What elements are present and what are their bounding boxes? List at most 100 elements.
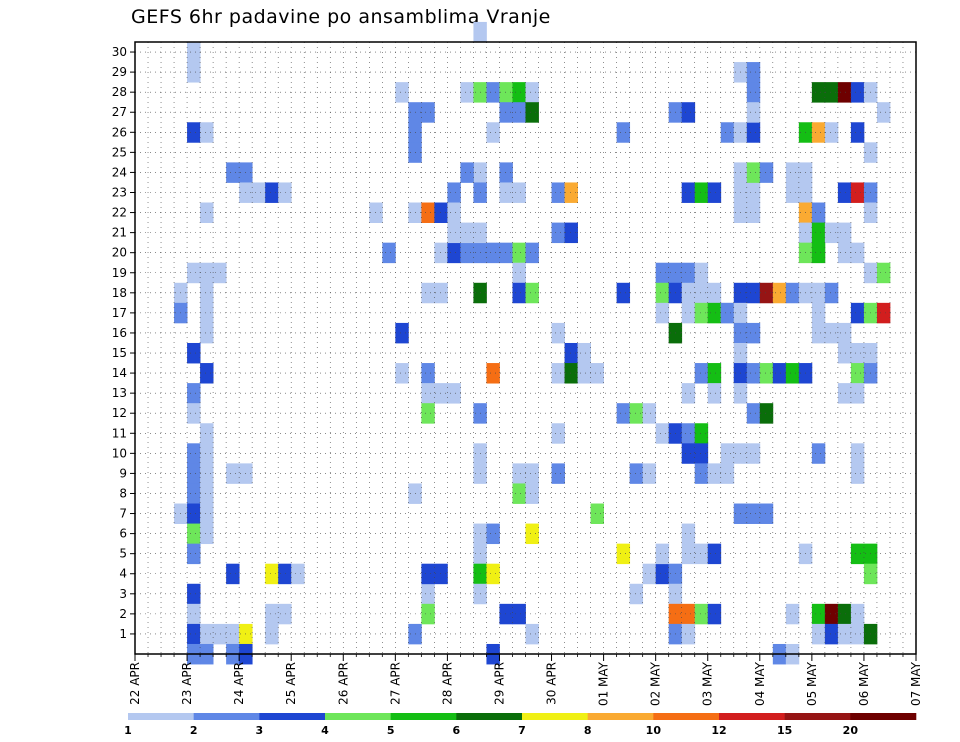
x-tick-label: 22 APR (128, 662, 142, 705)
heatmap-cell (811, 443, 826, 464)
heatmap-cell (187, 262, 201, 284)
heatmap-cell (785, 162, 800, 183)
heatmap-cell (291, 563, 305, 585)
heatmap-cell (759, 162, 774, 183)
heatmap-cell (447, 182, 461, 203)
legend-swatch (128, 713, 194, 720)
heatmap-cell (200, 363, 214, 384)
heatmap-cell (720, 463, 735, 484)
heatmap-cell (421, 202, 435, 223)
heatmap-cell (551, 363, 565, 384)
heatmap-cell (681, 623, 696, 645)
heatmap-cell (837, 623, 852, 645)
legend-swatch (456, 713, 523, 720)
heatmap-cell (499, 162, 513, 183)
heatmap-cell (551, 423, 565, 444)
heatmap-cell (486, 523, 500, 545)
heatmap-cell (265, 623, 279, 645)
heatmap-cell (512, 182, 526, 203)
heatmap-cell (759, 403, 774, 424)
heatmap-cell (850, 443, 865, 464)
heatmap-cell (525, 523, 539, 545)
heatmap-cell (200, 122, 214, 143)
heatmap-cell (551, 222, 565, 244)
x-tick-label: 27 APR (388, 662, 402, 705)
heatmap-cell (681, 603, 696, 625)
heatmap-cell (811, 222, 826, 244)
x-tick-label: 25 APR (284, 662, 298, 705)
heatmap-cell (850, 302, 865, 324)
heatmap-cell (187, 403, 201, 424)
heatmap-cell (187, 443, 201, 464)
heatmap-cell (707, 543, 722, 565)
heatmap-cell (681, 423, 696, 444)
heatmap-cell (525, 282, 539, 304)
heatmap-cell (759, 282, 774, 304)
heatmap-cell (200, 443, 214, 464)
heatmap-cell (512, 102, 526, 123)
heatmap-cell (187, 342, 201, 364)
legend-label: 12 (711, 724, 726, 737)
heatmap-cell (434, 563, 448, 585)
heatmap-cell (850, 182, 865, 203)
heatmap-cell (265, 182, 279, 203)
heatmap-cell (837, 222, 852, 244)
chart-title: GEFS 6hr padavine po ansamblima Vranje (131, 6, 551, 28)
y-tick-label: 23 (112, 185, 127, 199)
heatmap-cell (694, 302, 709, 324)
heatmap-cell (512, 483, 526, 504)
heatmap-cell (434, 242, 448, 264)
heatmap-cell (642, 403, 657, 424)
x-tick-label: 04 MAY (753, 661, 767, 706)
heatmap-cell (642, 463, 657, 484)
heatmap-cell (577, 363, 591, 384)
y-tick-label: 15 (112, 346, 127, 360)
heatmap-cell (850, 543, 865, 565)
heatmap-cell (694, 543, 709, 565)
heatmap-cell (681, 282, 696, 304)
y-tick-label: 5 (119, 547, 127, 561)
heatmap-cell (707, 282, 722, 304)
heatmap-cell (837, 603, 852, 625)
heatmap-cell (421, 563, 435, 585)
heatmap-cell (655, 262, 670, 284)
heatmap-cell (200, 483, 214, 504)
heatmap-cell (551, 322, 565, 344)
legend-label: 4 (321, 724, 329, 737)
legend-swatch (784, 713, 851, 720)
heatmap-cell (746, 282, 761, 304)
heatmap-cell (655, 423, 670, 444)
heatmap-cell (278, 563, 292, 585)
heatmap-cell (187, 503, 201, 524)
x-tick-label: 23 APR (180, 662, 194, 705)
heatmap-cell (226, 623, 240, 645)
heatmap-cell (486, 242, 500, 264)
heatmap-cell (512, 82, 526, 103)
heatmap-cell (525, 102, 539, 123)
heatmap-cell (200, 202, 214, 223)
heatmap-cell (447, 383, 461, 404)
heatmap-cell (187, 523, 201, 545)
heatmap-cell (447, 202, 461, 223)
heatmap-cell (746, 503, 761, 524)
heatmap-cell (850, 122, 865, 143)
heatmap-cell (187, 623, 201, 645)
heatmap-cell (590, 363, 604, 384)
heatmap-cell (434, 202, 448, 223)
heatmap-cell (200, 423, 214, 444)
heatmap-cell (876, 102, 891, 123)
heatmap-cell (616, 403, 631, 424)
y-tick-label: 29 (112, 65, 127, 79)
heatmap-cell (746, 122, 761, 143)
heatmap-cell (746, 162, 761, 183)
heatmap-cell (811, 623, 826, 645)
y-tick-label: 28 (112, 85, 127, 99)
heatmap-cell (525, 463, 539, 484)
heatmap-cell (746, 363, 761, 384)
heatmap-cell (616, 122, 631, 143)
x-tick-label: 30 APR (545, 662, 559, 705)
heatmap-cell (486, 122, 500, 143)
heatmap-cell (564, 182, 578, 203)
heatmap-cell (707, 363, 722, 384)
heatmap-cell (382, 242, 396, 264)
